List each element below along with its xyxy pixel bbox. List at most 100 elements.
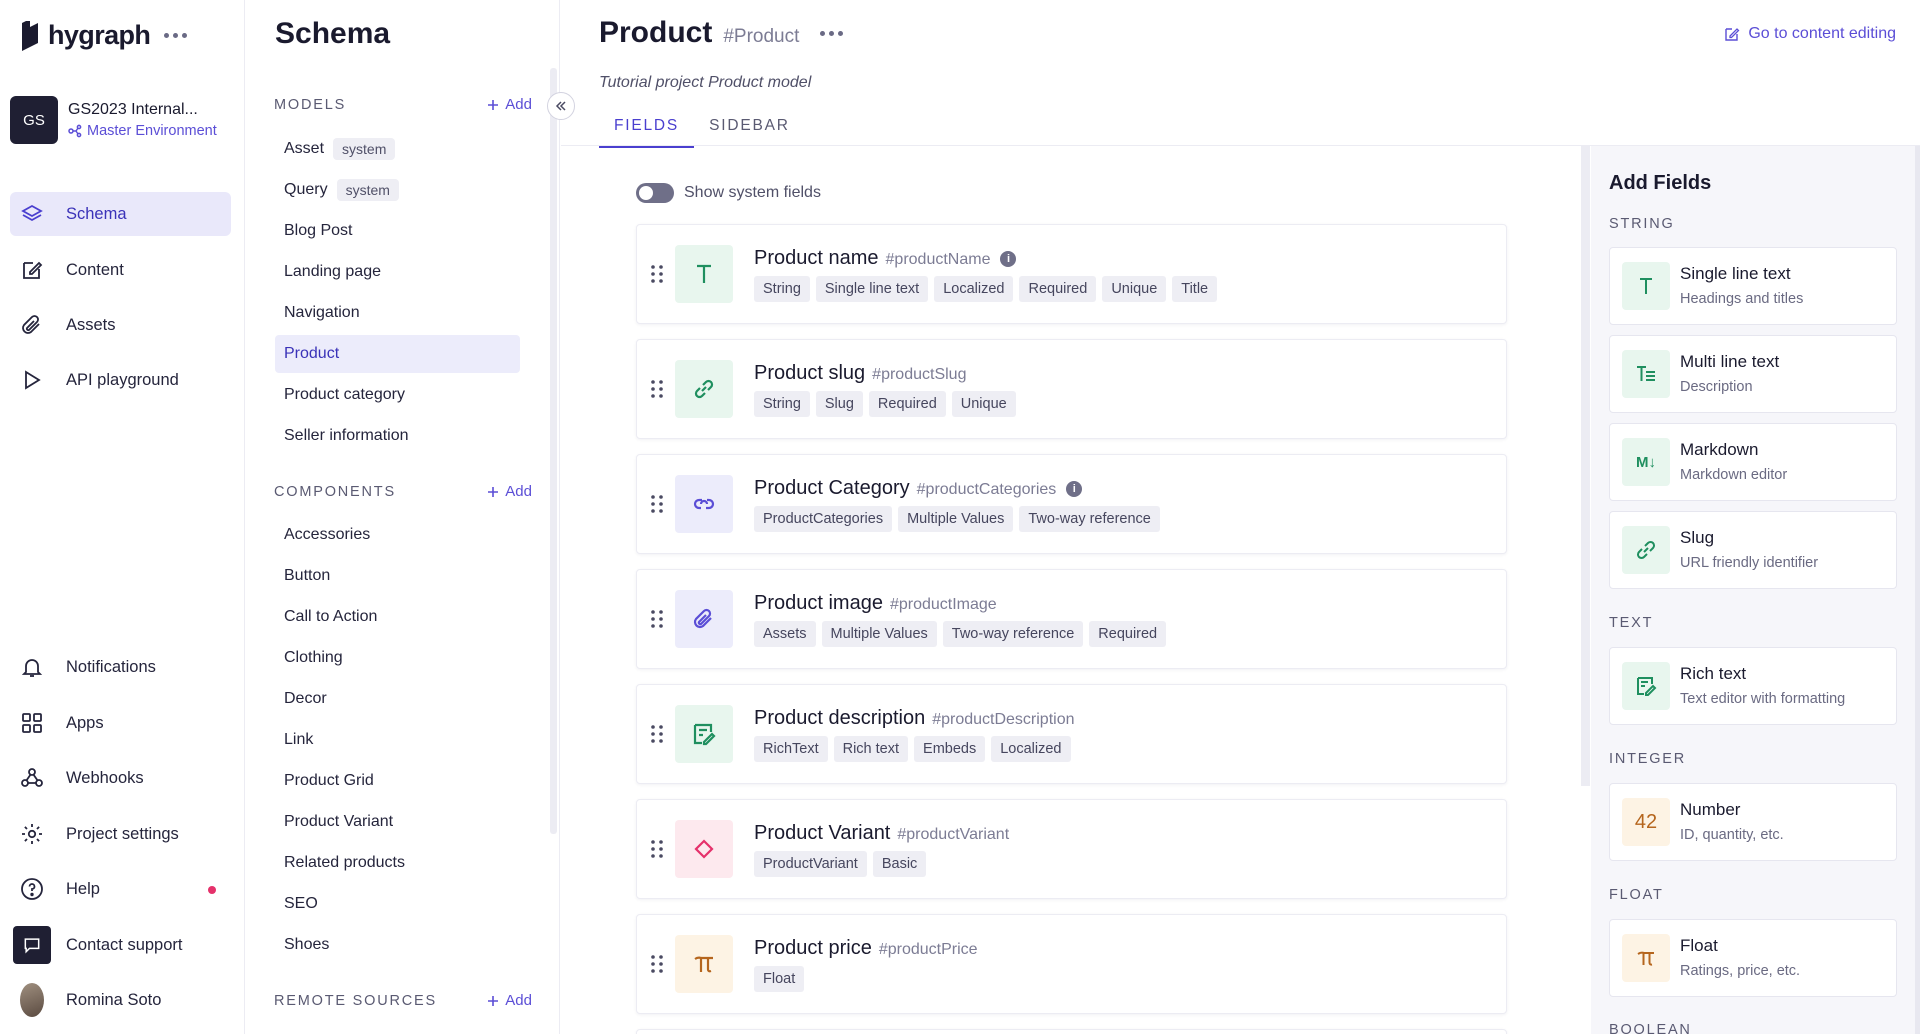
model-label: Landing page <box>284 263 381 280</box>
add-remote-source-button[interactable]: Add <box>487 992 532 1009</box>
field-tag: ProductCategories <box>754 506 893 532</box>
markdown-icon: M↓ <box>1622 438 1670 486</box>
model-title: Product <box>599 16 713 49</box>
model-item-seller-information[interactable]: Seller information <box>275 417 520 455</box>
component-item-link[interactable]: Link <box>275 721 520 759</box>
schema-scrollbar[interactable] <box>550 68 557 834</box>
component-item-shoes[interactable]: Shoes <box>275 926 520 964</box>
model-item-navigation[interactable]: Navigation <box>275 294 520 332</box>
field-tag: Multiple Values <box>898 506 1014 532</box>
model-options-icon[interactable] <box>820 30 844 36</box>
add-component-button[interactable]: Add <box>487 483 532 500</box>
collapse-panel-button[interactable] <box>547 92 575 120</box>
drag-handle-icon[interactable] <box>650 839 664 859</box>
field-card-product-slug[interactable]: Product slug #productSlug String Slug Req… <box>636 339 1507 439</box>
component-item-clothing[interactable]: Clothing <box>275 639 520 677</box>
add-field-single-line-text[interactable]: Single line text Headings and titles <box>1609 247 1897 325</box>
environment-link[interactable]: Master Environment <box>68 123 217 139</box>
chevrons-left-icon <box>555 101 566 111</box>
nav-item-label: Notifications <box>66 657 156 676</box>
component-item-accessories[interactable]: Accessories <box>275 516 520 554</box>
component-item-product-variant[interactable]: Product Variant <box>275 803 520 841</box>
component-label: Button <box>284 567 331 584</box>
add-label: Add <box>505 483 532 500</box>
main-scrollbar[interactable] <box>1581 146 1590 786</box>
field-api-id: #productSlug <box>872 366 967 383</box>
add-field-multi-line-text[interactable]: Multi line text Description <box>1609 335 1897 413</box>
show-system-fields-toggle[interactable]: Show system fields <box>636 183 821 203</box>
add-field-markdown[interactable]: M↓ Markdown Markdown editor <box>1609 423 1897 501</box>
model-item-query[interactable]: Query system <box>275 171 520 209</box>
nav-item-content[interactable]: Content <box>10 248 231 292</box>
component-item-call-to-action[interactable]: Call to Action <box>275 598 520 636</box>
field-api-id: #productDescription <box>932 711 1075 728</box>
drag-handle-icon[interactable] <box>650 264 664 284</box>
nav-item-assets[interactable]: Assets <box>10 303 231 347</box>
field-tag: Assets <box>754 621 816 647</box>
system-tag: system <box>336 179 399 201</box>
brand-logo[interactable]: hygraph <box>18 20 188 51</box>
nav-item-schema[interactable]: Schema <box>10 192 231 236</box>
field-tag: Multiple Values <box>821 621 937 647</box>
field-card-product-name[interactable]: Product name #productName i String Single … <box>636 224 1507 324</box>
nav-item-contact-support[interactable]: Contact support <box>10 923 231 967</box>
field-tags: String Slug Required Unique <box>754 391 1016 417</box>
drag-handle-icon[interactable] <box>650 494 664 514</box>
field-card-product-variant[interactable]: Product Variant #productVariant ProductVa… <box>636 799 1507 899</box>
model-item-product-category[interactable]: Product category <box>275 376 520 414</box>
add-field-number[interactable]: 42 Number ID, quantity, etc. <box>1609 783 1897 861</box>
field-tag: Rich text <box>833 736 909 762</box>
add-field-float[interactable]: Float Ratings, price, etc. <box>1609 919 1897 997</box>
info-icon[interactable]: i <box>1066 480 1083 497</box>
model-item-asset[interactable]: Asset system <box>275 130 520 168</box>
component-item-decor[interactable]: Decor <box>275 680 520 718</box>
field-category-label: TEXT <box>1609 615 1654 631</box>
add-model-button[interactable]: Add <box>487 96 532 113</box>
project-switcher[interactable]: GS GS2023 Internal... Master Environment <box>10 96 240 144</box>
user-avatar <box>20 983 44 1017</box>
drag-handle-icon[interactable] <box>650 609 664 629</box>
tab-sidebar[interactable]: SIDEBAR <box>709 117 790 134</box>
number-icon: 42 <box>1622 798 1670 846</box>
richtext-icon <box>675 705 733 763</box>
add-field-slug[interactable]: Slug URL friendly identifier <box>1609 511 1897 589</box>
component-item-seo[interactable]: SEO <box>275 885 520 923</box>
nav-item-help[interactable]: Help <box>10 867 231 911</box>
component-label: Decor <box>284 690 327 707</box>
field-card-product-description[interactable]: Product description #productDescription R… <box>636 684 1507 784</box>
nav-item-notifications[interactable]: Notifications <box>10 645 231 689</box>
nav-item-label: Project settings <box>66 824 179 843</box>
field-tag: Slug <box>815 391 863 417</box>
schema-panel: Schema MODELS Add Asset system Query syste… <box>246 0 560 1034</box>
field-type-description: Text editor with formatting <box>1680 691 1846 707</box>
go-to-content-editing-link[interactable]: Go to content editing <box>1724 25 1896 43</box>
nav-item-apps[interactable]: Apps <box>10 701 231 745</box>
nav-item-user[interactable]: Romina Soto <box>10 978 231 1022</box>
brand-name: hygraph <box>48 20 151 50</box>
component-item-product-grid[interactable]: Product Grid <box>275 762 520 800</box>
info-icon[interactable]: i <box>1000 250 1017 267</box>
component-item-related-products[interactable]: Related products <box>275 844 520 882</box>
model-label: Navigation <box>284 304 360 321</box>
model-item-product[interactable]: Product <box>275 335 520 373</box>
add-field-rich-text[interactable]: Rich text Text editor with formatting <box>1609 647 1897 725</box>
component-item-button[interactable]: Button <box>275 557 520 595</box>
field-card-product-category[interactable]: Product Category #productCategories i Prod… <box>636 454 1507 554</box>
drag-handle-icon[interactable] <box>650 954 664 974</box>
model-item-blog-post[interactable]: Blog Post <box>275 212 520 250</box>
field-type-name: Single line text <box>1680 264 1791 283</box>
toggle-switch[interactable] <box>636 183 674 203</box>
field-card-product-image[interactable]: Product image #productImage Assets Multip… <box>636 569 1507 669</box>
nav-item-webhooks[interactable]: Webhooks <box>10 756 231 800</box>
field-card-product-price[interactable]: Product price #productPrice Float <box>636 914 1507 1014</box>
drag-handle-icon[interactable] <box>650 379 664 399</box>
nav-item-project-settings[interactable]: Project settings <box>10 812 231 856</box>
field-card-next <box>636 1029 1507 1034</box>
more-icon[interactable] <box>164 33 188 38</box>
add-fields-scrollbar[interactable] <box>1915 146 1920 1034</box>
nav-item-api-playground[interactable]: API playground <box>10 358 231 402</box>
panel-title: Schema <box>275 17 391 50</box>
model-item-landing-page[interactable]: Landing page <box>275 253 520 291</box>
drag-handle-icon[interactable] <box>650 724 664 744</box>
tab-fields[interactable]: FIELDS <box>599 110 695 148</box>
